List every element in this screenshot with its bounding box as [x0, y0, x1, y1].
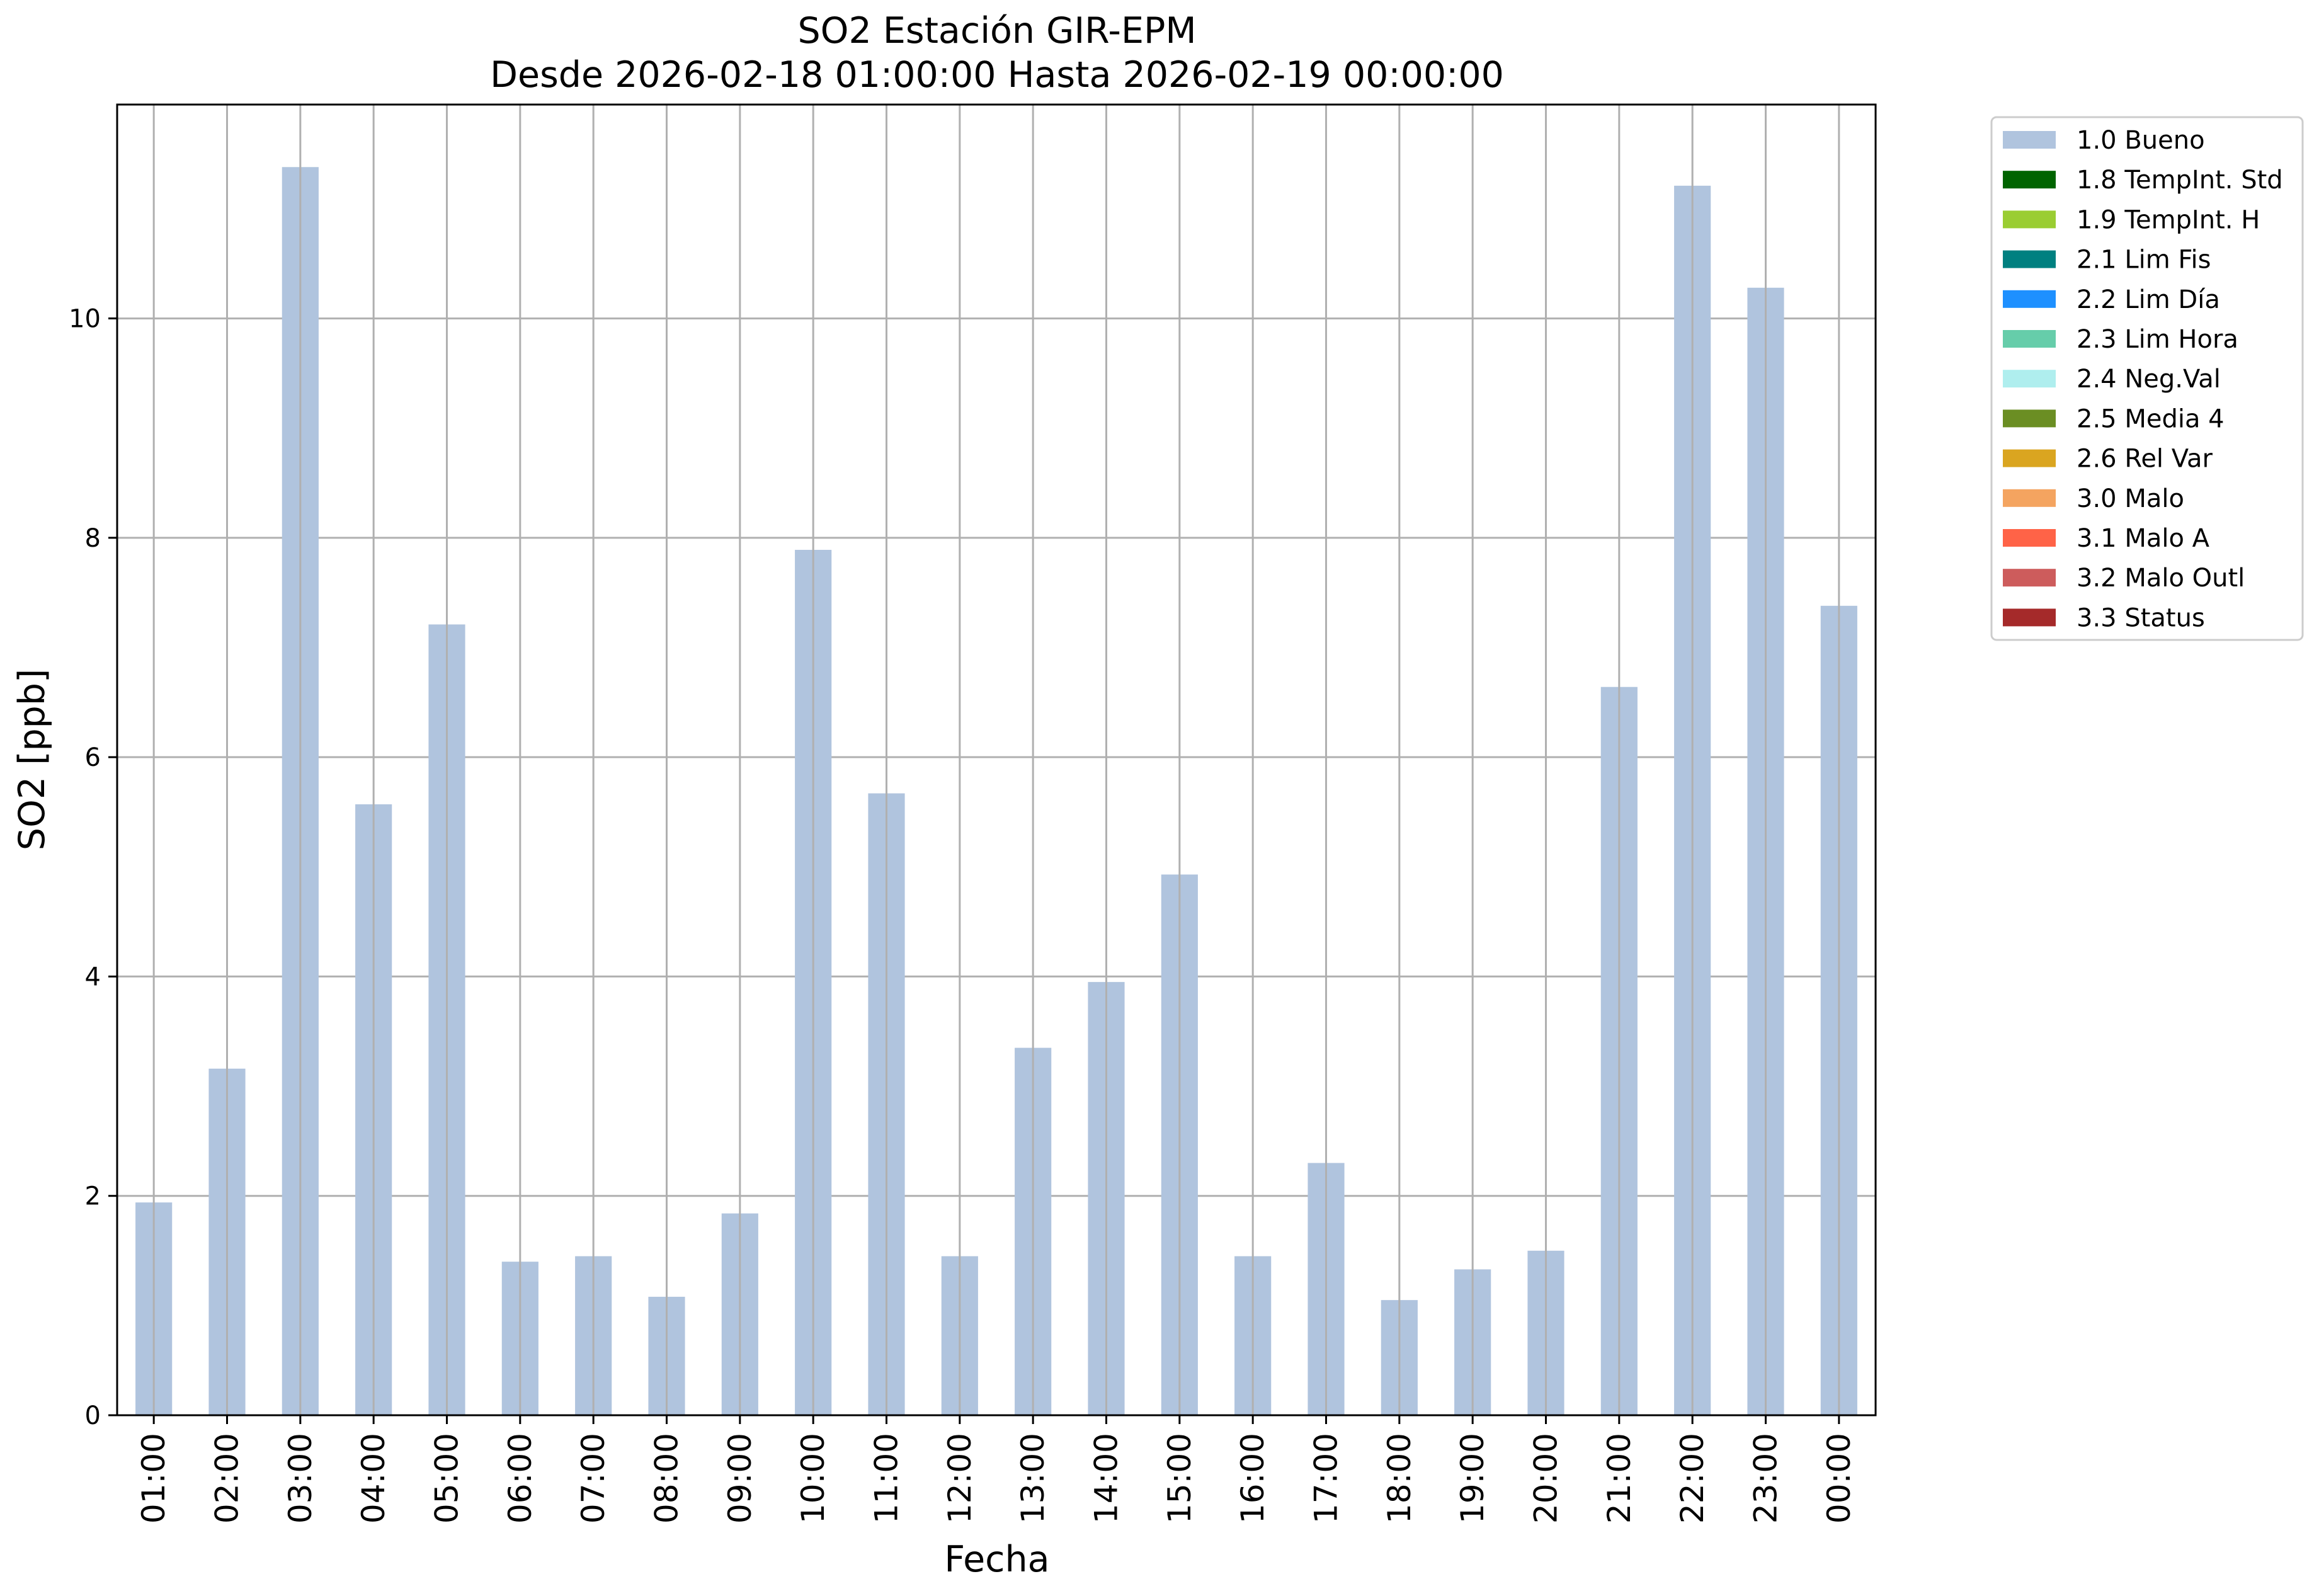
x-tick-label: 19:00 — [1454, 1433, 1491, 1524]
legend-label: 3.3 Status — [2077, 603, 2205, 632]
x-tick-label: 01:00 — [135, 1433, 172, 1524]
y-tick-label: 4 — [85, 962, 101, 991]
vertical-grid-lines — [152, 105, 1840, 1415]
legend-label: 2.6 Rel Var — [2077, 445, 2213, 474]
legend-swatch — [2003, 529, 2056, 547]
legend-swatch — [2003, 489, 2056, 507]
x-tick-label: 05:00 — [429, 1433, 465, 1524]
legend-frame — [1990, 116, 2304, 641]
x-axis-ticks: 01:00 02:00 03:00 04:00 05:00 06:00 07:00 08:00… — [135, 1415, 1857, 1524]
x-tick-label: 23:00 — [1748, 1433, 1784, 1524]
legend-label: 1.9 TempInt. H — [2077, 205, 2260, 234]
x-tick-label: 18:00 — [1381, 1433, 1418, 1524]
legend-label: 2.1 Lim Fis — [2077, 246, 2211, 275]
x-tick-label: 04:00 — [355, 1433, 392, 1524]
x-tick-label: 20:00 — [1528, 1433, 1564, 1524]
legend-swatch — [2003, 370, 2056, 388]
y-axis-ticks: 0 2 4 6 8 10 — [69, 305, 117, 1430]
x-tick-label: 00:00 — [1821, 1433, 1857, 1524]
plot-frame — [116, 103, 1877, 1416]
legend-label: 3.2 Malo Outl — [2077, 564, 2245, 593]
legend-swatch — [2003, 171, 2056, 189]
y-tick-label: 8 — [85, 524, 101, 553]
x-tick-label: 13:00 — [1015, 1433, 1051, 1524]
x-tick-label: 02:00 — [209, 1433, 246, 1524]
x-tick-label: 08:00 — [649, 1433, 685, 1524]
legend-swatch — [2003, 330, 2056, 348]
legend-label: 3.1 Malo A — [2077, 524, 2210, 553]
legend-swatch — [2003, 449, 2056, 467]
x-tick-label: 16:00 — [1234, 1433, 1271, 1524]
y-tick-label: 10 — [69, 305, 101, 334]
x-tick-label: 09:00 — [722, 1433, 758, 1524]
bars — [135, 167, 1857, 1416]
x-tick-label: 14:00 — [1088, 1433, 1125, 1524]
x-tick-label: 15:00 — [1161, 1433, 1198, 1524]
legend-label: 1.0 Bueno — [2077, 126, 2205, 155]
legend-label: 2.3 Lim Hora — [2077, 325, 2238, 354]
x-tick-label: 11:00 — [869, 1433, 905, 1524]
legend-label: 2.5 Media 4 — [2077, 404, 2225, 433]
x-tick-label: 17:00 — [1308, 1433, 1345, 1524]
chart-subtitle: Desde 2026-02-18 01:00:00 Hasta 2026-02-… — [490, 54, 1504, 96]
legend-label: 2.4 Neg.Val — [2077, 365, 2221, 394]
y-tick-label: 6 — [85, 743, 101, 772]
legend: 1.0 Bueno 1.8 TempInt. Std 1.9 TempInt. H 2… — [1990, 116, 2304, 641]
legend-swatch — [2003, 608, 2056, 627]
x-tick-label: 07:00 — [575, 1433, 612, 1524]
legend-swatch — [2003, 409, 2056, 428]
x-tick-label: 22:00 — [1674, 1433, 1711, 1524]
x-tick-label: 10:00 — [795, 1433, 831, 1524]
legend-label: 2.2 Lim Día — [2077, 285, 2220, 314]
legend-swatch — [2003, 250, 2056, 268]
x-tick-label: 21:00 — [1601, 1433, 1638, 1524]
y-tick-label: 2 — [85, 1182, 101, 1211]
x-tick-label: 12:00 — [942, 1433, 978, 1524]
chart-title: SO2 Estación GIR-EPM — [797, 10, 1196, 52]
legend-label: 3.0 Malo — [2077, 484, 2184, 513]
legend-label: 1.8 TempInt. Std — [2077, 166, 2283, 195]
legend-swatch — [2003, 131, 2056, 149]
y-tick-label: 0 — [85, 1401, 101, 1430]
y-axis-label: SO2 [ppb] — [11, 669, 53, 850]
x-tick-label: 06:00 — [502, 1433, 538, 1524]
legend-swatch — [2003, 290, 2056, 308]
x-axis-label: Fecha — [944, 1539, 1049, 1580]
legend-swatch — [2003, 210, 2056, 229]
x-tick-label: 03:00 — [282, 1433, 319, 1524]
legend-swatch — [2003, 569, 2056, 587]
